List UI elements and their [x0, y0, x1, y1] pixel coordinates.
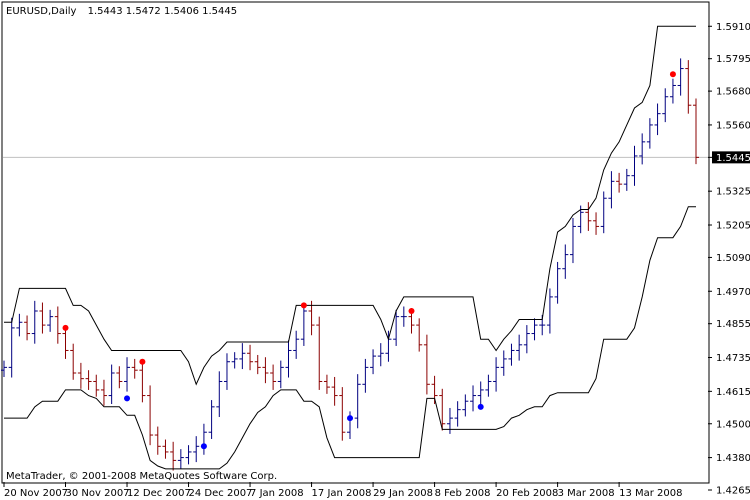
copyright-label: MetaTrader, © 2001-2008 MetaQuotes Softw… [6, 471, 277, 482]
sell-signal-dot [62, 324, 69, 331]
date-tick-label: 8 Feb 2008 [435, 488, 491, 499]
plot-frame [1, 1, 710, 484]
price-tick-label: 1.5910 [716, 22, 750, 33]
price-tick-label: 1.5560 [716, 120, 750, 131]
price-tick-label: 1.4735 [716, 353, 750, 364]
price-tick-label: 1.4615 [716, 387, 750, 398]
sell-signal-dot [669, 71, 676, 78]
ohlc-bars [1, 58, 699, 471]
price-tick-label: 1.5205 [716, 221, 750, 232]
buy-signal-dot [347, 415, 353, 422]
date-tick-label: 7 Jan 2008 [250, 488, 304, 499]
price-tick-label: 1.5795 [716, 54, 750, 65]
price-tick-label: 1.5325 [716, 187, 750, 198]
price-tick-label: 1.4970 [716, 287, 750, 298]
buy-signal-dot [477, 403, 484, 410]
price-tick-label: 1.5090 [716, 253, 750, 264]
date-tick-label: 29 Jan 2008 [373, 488, 433, 499]
sell-signal-dot [408, 307, 415, 314]
sell-signal-dot [139, 358, 146, 365]
price-axis: 1.5910 1.5795 1.5680 1.5560 1.5325 1.5205 1.50… [708, 22, 750, 497]
date-tick-label: 20 Nov 2007 [4, 488, 68, 499]
price-tick-label: 1.4500 [716, 419, 750, 430]
price-tick-label: 1.4380 [716, 453, 750, 464]
date-tick-label: 13 Mar 2008 [619, 488, 682, 499]
current-price-label: 1.5445 [716, 153, 750, 164]
resistance-line [4, 25, 696, 386]
symbol-label: EURUSD,Daily [6, 6, 77, 17]
date-tick-label: 24 Dec 2007 [189, 488, 253, 499]
date-tick-label: 20 Feb 2008 [496, 488, 558, 499]
date-tick-label: 30 Nov 2007 [66, 488, 130, 499]
ohlc-readout: 1.5443 1.5472 1.5406 1.5445 [88, 6, 238, 17]
envelope-lines [4, 25, 696, 470]
date-tick-label: 12 Dec 2007 [127, 488, 191, 499]
date-tick-label: 3 Mar 2008 [558, 488, 615, 499]
chart-header: EURUSD,Daily 1.5443 1.5472 1.5406 1.5445 [6, 6, 237, 17]
date-tick-label: 17 Jan 2008 [312, 488, 372, 499]
price-tick-label: 1.4855 [716, 319, 750, 330]
price-tick-label: 1.4265 [716, 486, 750, 497]
buy-signal-dot [200, 443, 207, 450]
current-price-box [712, 151, 750, 164]
support-line [4, 206, 696, 470]
signal-dots [62, 71, 676, 450]
buy-signal-dot [124, 395, 131, 402]
sell-signal-dot [300, 302, 307, 309]
price-tick-label: 1.5680 [716, 87, 750, 98]
